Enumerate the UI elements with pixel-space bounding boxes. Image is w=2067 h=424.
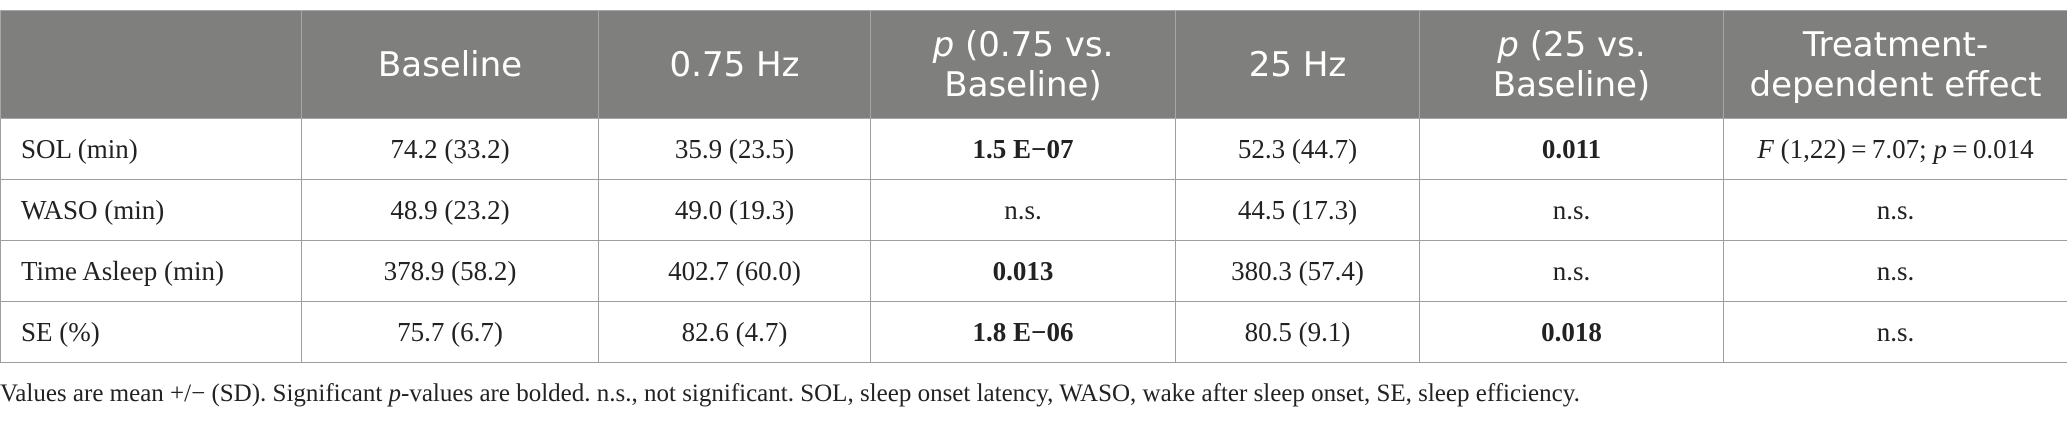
- header-p-25: p (25 vs. Baseline): [1419, 10, 1724, 119]
- cell-treatment-effect: n.s.: [1723, 301, 2067, 363]
- header-25hz: 25 Hz: [1175, 10, 1420, 119]
- cell-p-25: n.s.: [1419, 179, 1724, 241]
- footnote-p-italic: p: [388, 380, 402, 407]
- footnote-part2: -values are bolded. n.s., not significan…: [401, 380, 1580, 407]
- cell-baseline: 75.7 (6.7): [301, 301, 599, 363]
- cell-075hz: 35.9 (23.5): [598, 118, 871, 180]
- cell-25hz: 52.3 (44.7): [1175, 118, 1420, 180]
- cell-25hz: 380.3 (57.4): [1175, 240, 1420, 302]
- cell-baseline: 74.2 (33.2): [301, 118, 599, 180]
- footnote-part1: Values are mean +/− (SD). Significant: [0, 380, 389, 407]
- cell-p-075: n.s.: [870, 179, 1176, 241]
- cell-p-075: 1.5 E−07: [870, 118, 1176, 180]
- sleep-results-table: Baseline 0.75 Hz p (0.75 vs. Baseline) 2…: [0, 10, 2067, 363]
- cell-p-25: 0.018: [1419, 301, 1724, 363]
- effect-f-value: (1,22) = 7.07;: [1773, 133, 1934, 164]
- header-p-25-label: (25 vs. Baseline): [1492, 24, 1651, 105]
- cell-25hz: 44.5 (17.3): [1175, 179, 1420, 241]
- table-row: WASO (min) 48.9 (23.2) 49.0 (19.3) n.s. …: [0, 179, 2067, 241]
- table-header-row: Baseline 0.75 Hz p (0.75 vs. Baseline) 2…: [0, 10, 2067, 119]
- cell-075hz: 49.0 (19.3): [598, 179, 871, 241]
- cell-p-075: 0.013: [870, 240, 1176, 302]
- header-075hz: 0.75 Hz: [598, 10, 871, 119]
- effect-p-italic: p: [1933, 133, 1947, 164]
- cell-measure: SE (%): [0, 301, 302, 363]
- cell-baseline: 378.9 (58.2): [301, 240, 599, 302]
- header-p-075-label: (0.75 vs. Baseline): [944, 24, 1114, 105]
- cell-baseline: 48.9 (23.2): [301, 179, 599, 241]
- header-p-075: p (0.75 vs. Baseline): [870, 10, 1176, 119]
- cell-measure: WASO (min): [0, 179, 302, 241]
- header-p-25-italic: p: [1497, 24, 1519, 65]
- table-row: Time Asleep (min) 378.9 (58.2) 402.7 (60…: [0, 240, 2067, 302]
- cell-treatment-effect: n.s.: [1723, 240, 2067, 302]
- cell-p-075: 1.8 E−06: [870, 301, 1176, 363]
- table-row: SOL (min) 74.2 (33.2) 35.9 (23.5) 1.5 E−…: [0, 118, 2067, 180]
- header-baseline-label: Baseline: [377, 44, 523, 85]
- cell-p-25: n.s.: [1419, 240, 1724, 302]
- header-treatment-effect-label: Treatment-dependent effect: [1749, 24, 2042, 105]
- header-treatment-effect: Treatment-dependent effect: [1723, 10, 2067, 119]
- cell-treatment-effect: n.s.: [1723, 179, 2067, 241]
- cell-measure: Time Asleep (min): [0, 240, 302, 302]
- cell-p-25: 0.011: [1419, 118, 1724, 180]
- cell-25hz: 80.5 (9.1): [1175, 301, 1420, 363]
- results-table-wrapper: Baseline 0.75 Hz p (0.75 vs. Baseline) 2…: [0, 10, 2067, 363]
- header-075hz-label: 0.75 Hz: [669, 44, 800, 85]
- header-p-075-italic: p: [932, 24, 955, 65]
- header-measure: [0, 10, 302, 119]
- header-25hz-label: 25 Hz: [1248, 44, 1347, 85]
- effect-p-value: = 0.014: [1946, 133, 2034, 164]
- effect-f-italic: F: [1757, 133, 1774, 164]
- table-footnote: Values are mean +/− (SD). Significant p-…: [0, 380, 1580, 408]
- header-baseline: Baseline: [301, 10, 599, 119]
- table-row: SE (%) 75.7 (6.7) 82.6 (4.7) 1.8 E−06 80…: [0, 301, 2067, 363]
- cell-075hz: 82.6 (4.7): [598, 301, 871, 363]
- cell-measure: SOL (min): [0, 118, 302, 180]
- cell-treatment-effect: F (1,22) = 7.07; p = 0.014: [1723, 118, 2067, 180]
- cell-075hz: 402.7 (60.0): [598, 240, 871, 302]
